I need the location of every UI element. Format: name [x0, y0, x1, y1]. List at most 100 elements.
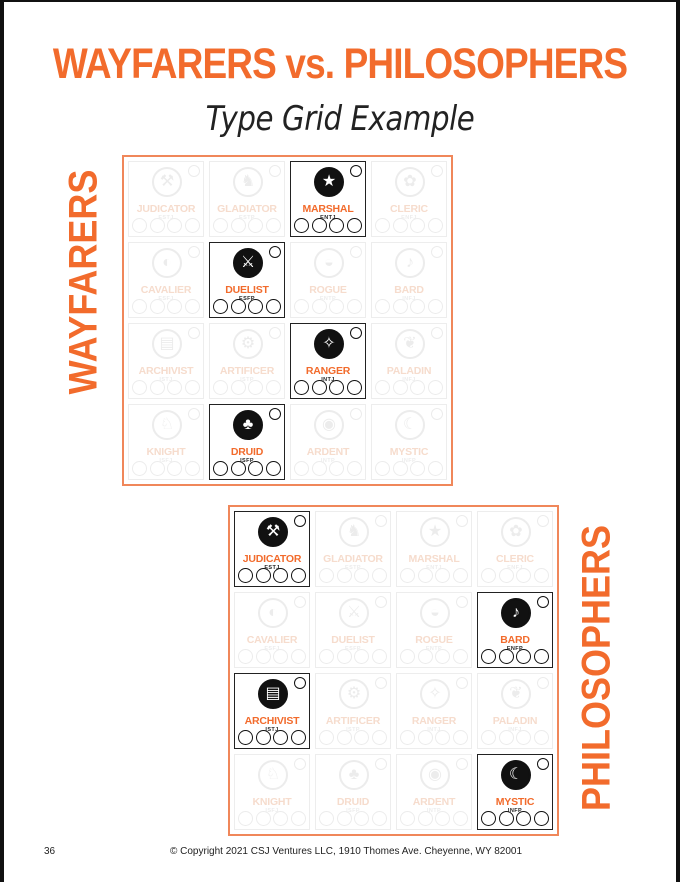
type-name: PALADIN [492, 715, 538, 727]
page-edge-left [0, 0, 4, 882]
trait-icon [149, 461, 165, 476]
type-card-cleric: ✿ CLERIC ENFJ [371, 161, 447, 237]
type-card-marshal: ★ MARSHAL ENTJ [396, 511, 472, 587]
trait-icon [400, 730, 415, 745]
corner-badge-icon [431, 165, 443, 177]
trait-icon [427, 299, 443, 314]
trait-icon [248, 299, 264, 314]
type-name: ARDENT [306, 446, 350, 458]
type-card-judicator: ⚒ JUDICATOR ESTJ [234, 511, 310, 587]
type-name: RANGER [305, 365, 351, 377]
trait-icons-row [400, 730, 468, 745]
type-card-ardent: ◉ ARDENT INTP [396, 754, 472, 830]
trait-icon [329, 299, 345, 314]
lute-icon: ♪ [501, 598, 531, 628]
trait-icon [255, 730, 271, 745]
trait-icon [371, 811, 387, 826]
type-name: JUDICATOR [242, 553, 302, 565]
trait-icon [329, 218, 345, 233]
trait-icon [346, 299, 362, 314]
trait-icon [248, 380, 264, 395]
corner-badge-icon [375, 758, 387, 770]
trait-icon [149, 299, 165, 314]
trait-icon [132, 380, 147, 395]
trait-icon [354, 649, 370, 664]
trait-icon [346, 461, 362, 476]
trait-icon [213, 299, 228, 314]
type-code: ESFP [345, 646, 361, 652]
corner-badge-icon [537, 515, 549, 527]
trait-icon [294, 218, 309, 233]
type-name: PALADIN [386, 365, 432, 377]
type-card-artificer: ⚙ ARTIFICER ISTP [315, 673, 391, 749]
type-code: INFP [507, 808, 523, 814]
type-name: GLADIATOR [217, 203, 277, 215]
feather-icon: ❦ [395, 329, 425, 359]
trait-icon [248, 218, 264, 233]
hood-icon: ◒ [314, 248, 344, 278]
trait-icon [265, 299, 281, 314]
trait-icon [319, 568, 334, 583]
trait-icons-row [213, 218, 281, 233]
corner-badge-icon [294, 758, 306, 770]
trait-icons-row [481, 568, 549, 583]
tree-icon: ♣ [233, 410, 263, 440]
trait-icon [498, 649, 514, 664]
trait-icon [132, 461, 147, 476]
type-name: CLERIC [496, 553, 534, 565]
star-icon: ★ [420, 517, 450, 547]
trait-icon [149, 218, 165, 233]
trait-icon [392, 299, 408, 314]
type-card-knight: ♘ KNIGHT ISFJ [234, 754, 310, 830]
type-card-druid: ♣ DRUID ISFP [315, 754, 391, 830]
type-code: ISTJ [159, 377, 173, 383]
lotus-icon: ✿ [395, 167, 425, 197]
corner-badge-icon [188, 327, 200, 339]
corner-badge-icon [188, 408, 200, 420]
trait-icon [290, 811, 306, 826]
type-code: ISFP [346, 808, 360, 814]
trait-icons-row [400, 811, 468, 826]
trait-icon [400, 811, 415, 826]
type-code: INFJ [508, 727, 522, 733]
type-card-knight: ♘ KNIGHT ISFJ [128, 404, 204, 480]
trait-icons-row [213, 380, 281, 395]
trait-icon [417, 649, 433, 664]
type-name: KNIGHT [146, 446, 186, 458]
corner-badge-icon [456, 758, 468, 770]
trait-icons-row [294, 299, 362, 314]
corner-badge-icon [350, 327, 362, 339]
trait-icon [265, 218, 281, 233]
trait-icon [273, 568, 289, 583]
wayfarers-type-grid: ⚒ JUDICATOR ESTJ ♞ GLADIATOR ESTP ★ MARSHAL ENTJ… [122, 155, 453, 486]
type-code: INTJ [427, 727, 441, 733]
trait-icon [400, 649, 415, 664]
trait-icons-row [400, 568, 468, 583]
gear-icon: ⚙ [233, 329, 263, 359]
trait-icons-row [319, 568, 387, 583]
philosophers-label: PHILOSOPHERS [574, 524, 619, 812]
trait-icons-row [375, 218, 443, 233]
corner-badge-icon [431, 327, 443, 339]
trait-icons-row [238, 730, 306, 745]
owl-icon: ◉ [420, 760, 450, 790]
type-name: ARCHIVIST [138, 365, 194, 377]
trait-icon [427, 218, 443, 233]
trait-icons-row [319, 730, 387, 745]
type-name: ARDENT [412, 796, 456, 808]
type-code: INFJ [402, 377, 416, 383]
trait-icon [400, 568, 415, 583]
type-card-paladin: ❦ PALADIN INFJ [371, 323, 447, 399]
trait-icon [533, 811, 549, 826]
knight-icon: ♘ [258, 760, 288, 790]
trait-icon [427, 461, 443, 476]
constellation-icon: ✧ [314, 329, 344, 359]
corner-badge-icon [431, 408, 443, 420]
type-code: ISFP [240, 458, 254, 464]
hammer-icon: ⚒ [258, 517, 288, 547]
trait-icon [238, 568, 253, 583]
trait-icon [516, 730, 532, 745]
corner-badge-icon [269, 165, 281, 177]
feather-icon: ❦ [501, 679, 531, 709]
trait-icon [238, 811, 253, 826]
